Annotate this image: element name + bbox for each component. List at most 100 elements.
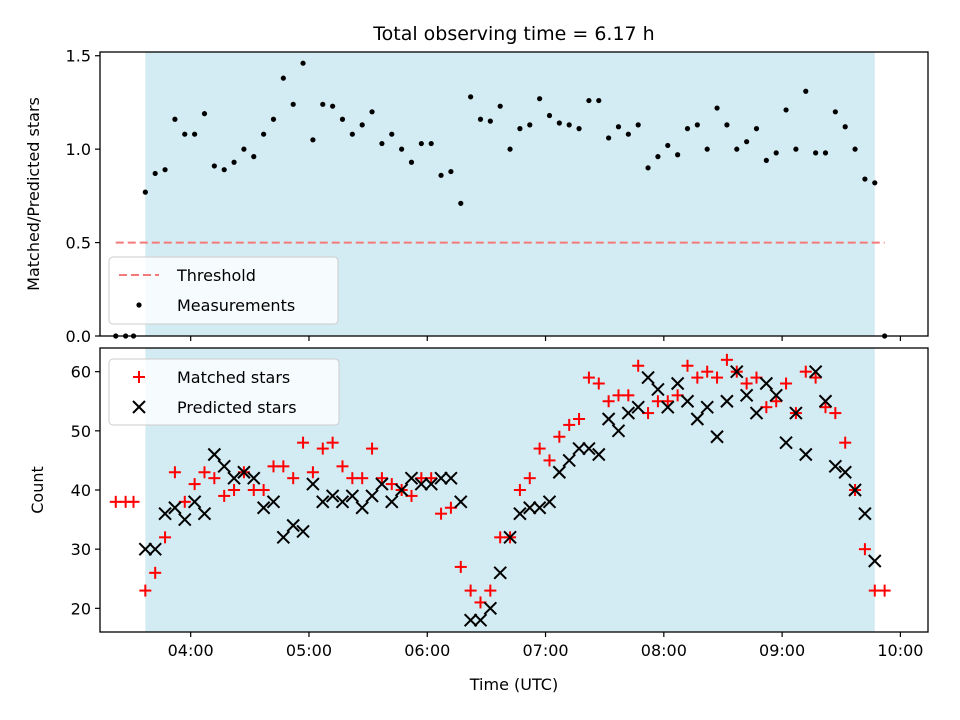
predicted-star-point (325, 489, 340, 503)
matched-star-point (326, 436, 339, 449)
measurement-point (221, 167, 227, 173)
measurement-point (182, 131, 188, 137)
predicted-star-point (187, 495, 202, 509)
measurement-point (241, 146, 247, 152)
predicted-star-point (256, 501, 271, 515)
predicted-star-point (848, 483, 862, 497)
predicted-star-point (730, 364, 744, 379)
top-axes-frame (99, 51, 929, 337)
measurement-point (320, 101, 326, 107)
matched-star-point (287, 472, 300, 485)
predicted-star-point (582, 441, 596, 456)
matched-star-point (622, 389, 635, 402)
matched-star-point (691, 371, 704, 384)
matched-star-point (582, 371, 595, 384)
predicted-star-point (503, 530, 517, 545)
measurement-point (625, 131, 631, 137)
matched-star-point (139, 584, 152, 597)
matched-star-point (681, 359, 694, 372)
legend-matched-label: Matched stars (177, 368, 290, 387)
predicted-star-point (483, 601, 498, 616)
matched-star-point (159, 531, 172, 544)
predicted-star-point (237, 465, 251, 479)
measurement-point (507, 146, 513, 152)
predicted-star-point (523, 501, 537, 515)
measurement-point (428, 140, 434, 147)
measurement-point (379, 140, 385, 147)
matched-star-point (553, 430, 566, 443)
measurement-point (803, 88, 809, 94)
measurement-point (556, 120, 562, 126)
measurement-point (822, 150, 829, 156)
measurement-point (576, 126, 582, 132)
predicted-star-point (542, 495, 557, 509)
measurement-point (862, 176, 868, 182)
top-legend: Threshold Measurements (108, 256, 339, 325)
predicted-star-point (207, 447, 222, 462)
matched-star-point (819, 401, 832, 414)
predicted-star-point (286, 518, 300, 533)
measurement-point (310, 137, 316, 143)
predicted-star-point (148, 542, 162, 556)
matched-star-point (257, 484, 270, 496)
measurement-point (734, 146, 740, 152)
measurement-point (438, 172, 444, 178)
matched-star-point (208, 472, 221, 485)
matched-star-point (375, 472, 388, 485)
predicted-star-point (178, 512, 192, 527)
measurement-point (389, 131, 395, 137)
predicted-star-point (739, 388, 754, 403)
predicted-star-point (641, 370, 655, 385)
predicted-star-point (375, 477, 389, 491)
matched-star-point (228, 484, 241, 496)
measurement-point (537, 96, 543, 102)
predicted-star-point (661, 400, 675, 414)
top-y-axis-label: Matched/Predicted stars (24, 97, 43, 291)
measurement-point (468, 94, 474, 100)
matched-star-point (829, 407, 842, 420)
matched-star-point (435, 507, 448, 520)
matched-star-point (316, 442, 329, 455)
measurement-point (142, 189, 148, 195)
predicted-star-point (759, 376, 774, 391)
bottom-x-axis: 04:00 05:00 06:00 07:00 08:00 09:00 10:00 (168, 632, 923, 660)
measurement-point (842, 124, 848, 130)
measurement-point (744, 139, 750, 145)
matched-star-point (523, 472, 536, 485)
predicted-star-point (227, 471, 241, 485)
bottom-y-tick-label: 60 (71, 363, 91, 382)
predicted-star-point (473, 613, 488, 627)
legend-predicted-label: Predicted stars (177, 398, 297, 417)
matched-star-point (573, 413, 586, 425)
predicted-star-point (158, 506, 172, 521)
predicted-star-point (779, 435, 793, 450)
matched-star-point (454, 560, 467, 573)
measurement-point (566, 122, 572, 128)
predicted-star-point (316, 495, 330, 509)
top-panel: 0.0 0.5 1.0 1.5 Matched/Predicted stars Thr… (24, 47, 929, 346)
predicted-star-point (700, 400, 714, 414)
x-tick-label: 08:00 (641, 641, 687, 660)
predicted-star-point (858, 506, 872, 521)
top-y-tick-label: 1.0 (66, 140, 91, 159)
measurement-point (783, 107, 789, 113)
x-tick-label: 09:00 (759, 641, 805, 660)
predicted-star-point (296, 524, 310, 539)
measurement-point (211, 163, 217, 169)
matched-star-point (543, 454, 556, 467)
predicted-star-point (799, 447, 813, 462)
predicted-star-point (424, 477, 438, 491)
measurement-point (162, 167, 168, 173)
predicted-star-point (552, 465, 567, 479)
predicted-star-point (592, 447, 606, 462)
bottom-y-tick-label: 20 (71, 599, 91, 618)
predicted-star-point (601, 412, 616, 426)
measurement-point (408, 159, 415, 165)
measurement-point (497, 103, 503, 109)
x-tick-label: 04:00 (168, 641, 214, 660)
matched-star-point (632, 359, 645, 372)
measurement-point (635, 122, 641, 128)
predicted-star-point (749, 406, 764, 420)
predicted-star-point (345, 489, 360, 503)
